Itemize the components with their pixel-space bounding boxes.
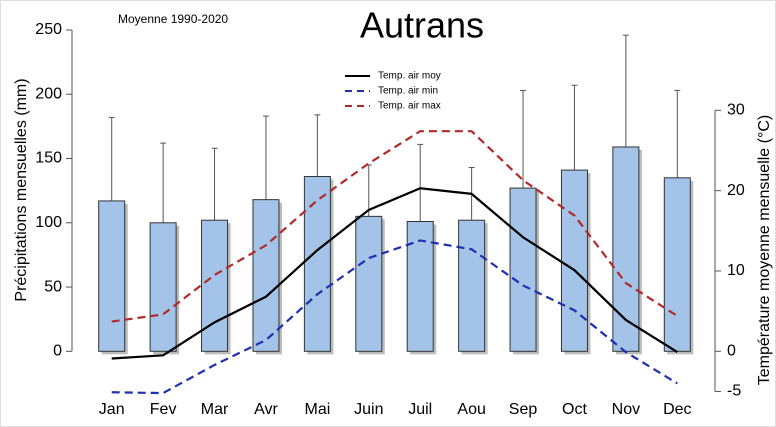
bar bbox=[252, 199, 280, 352]
y-axis-label: Précipitations mensuelles (mm) bbox=[13, 78, 30, 301]
y2-tick-label: 10 bbox=[727, 262, 745, 279]
bar bbox=[98, 200, 126, 352]
y2-tick-label: 0 bbox=[727, 343, 736, 360]
y-tick-label: 250 bbox=[35, 21, 62, 38]
line-series bbox=[111, 187, 678, 360]
y2-tick-label: 30 bbox=[727, 102, 745, 119]
y2-tick-label: 20 bbox=[727, 182, 745, 199]
x-tick-label: Sep bbox=[509, 401, 538, 418]
bar bbox=[560, 169, 588, 352]
y-tick-label: 50 bbox=[44, 278, 62, 295]
x-tick-label: Nov bbox=[612, 401, 640, 418]
legend-label: Temp. air min bbox=[378, 86, 438, 97]
line-series bbox=[111, 130, 678, 323]
x-tick-label: Mai bbox=[304, 401, 330, 418]
legend-label: Temp. air moy bbox=[378, 71, 441, 82]
y-tick-label: 0 bbox=[53, 343, 62, 360]
bar bbox=[355, 215, 383, 352]
y2-axis-label: Température moyenne mensuelle (°C) bbox=[756, 115, 773, 386]
bar bbox=[201, 219, 229, 352]
y-tick-label: 150 bbox=[35, 150, 62, 167]
x-tick-label: Aou bbox=[457, 401, 485, 418]
x-tick-label: Jan bbox=[99, 401, 125, 418]
subtitle: Moyenne 1990-2020 bbox=[118, 12, 228, 26]
x-tick-label: Dec bbox=[663, 401, 691, 418]
bar bbox=[612, 146, 640, 352]
bar bbox=[303, 176, 331, 352]
bar bbox=[663, 177, 691, 352]
x-tick-label: Avr bbox=[254, 401, 278, 418]
x-tick-label: Mar bbox=[201, 401, 229, 418]
x-tick-label: Oct bbox=[562, 401, 587, 418]
legend-label: Temp. air max bbox=[378, 101, 441, 112]
x-tick-label: Juin bbox=[354, 401, 383, 418]
chart-title: Autrans bbox=[360, 5, 484, 46]
y2-tick-label: -5 bbox=[727, 383, 741, 400]
bar bbox=[458, 219, 486, 352]
x-tick-label: Fev bbox=[150, 401, 177, 418]
x-tick-label: Juil bbox=[408, 401, 432, 418]
bar bbox=[149, 222, 177, 352]
y-tick-label: 100 bbox=[35, 214, 62, 231]
line-series bbox=[111, 239, 678, 395]
y-tick-label: 200 bbox=[35, 85, 62, 102]
bar bbox=[509, 187, 537, 352]
